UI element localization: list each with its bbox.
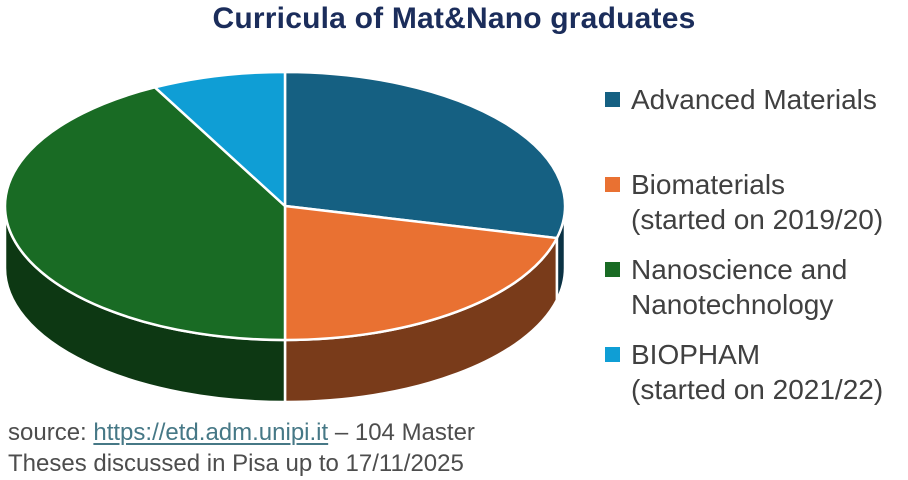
chart-legend: Advanced Materials Biomaterials (started…: [605, 82, 905, 422]
source-line1: source: https://etd.adm.unipi.it – 104 M…: [8, 417, 608, 448]
source-line2: Theses discussed in Pisa up to 17/11/202…: [8, 450, 464, 477]
page-title: Curricula of Mat&Nano graduates: [212, 2, 696, 35]
legend-item-biomaterials: Biomaterials (started on 2019/20): [605, 167, 905, 252]
source-after-link: – 104 Master: [328, 419, 475, 446]
legend-item-nanoscience: Nanoscience and Nanotechnology: [605, 252, 905, 337]
legend-item-advanced-materials: Advanced Materials: [605, 82, 905, 167]
source-note: source: https://etd.adm.unipi.it – 104 M…: [8, 417, 608, 479]
legend-swatch-biopham: [605, 347, 620, 362]
pie-slice-top-1: [283, 204, 559, 342]
legend-label: Nanoscience and: [631, 254, 848, 285]
pie-chart: [0, 58, 590, 413]
pie-chart-svg: [3, 70, 567, 404]
legend-label: Biomaterials: [631, 169, 786, 200]
legend-swatch-advanced-materials: [605, 92, 620, 107]
legend-item-biopham: BIOPHAM (started on 2021/22): [605, 337, 905, 422]
legend-label-line2: (started on 2019/20): [631, 204, 884, 235]
legend-swatch-biomaterials: [605, 177, 620, 192]
legend-label: BIOPHAM: [631, 339, 761, 370]
pie-slice-top-2: [3, 86, 287, 342]
source-link[interactable]: https://etd.adm.unipi.it: [93, 419, 329, 446]
pie-slice-top-0: [283, 70, 567, 240]
legend-label-line2: (started on 2021/22): [631, 374, 884, 405]
legend-label-line2: Nanotechnology: [631, 289, 834, 320]
legend-swatch-nanoscience: [605, 262, 620, 277]
pie-slice-top-3: [153, 70, 287, 208]
source-prefix: source:: [8, 419, 94, 446]
legend-label: Advanced Materials: [631, 84, 877, 115]
